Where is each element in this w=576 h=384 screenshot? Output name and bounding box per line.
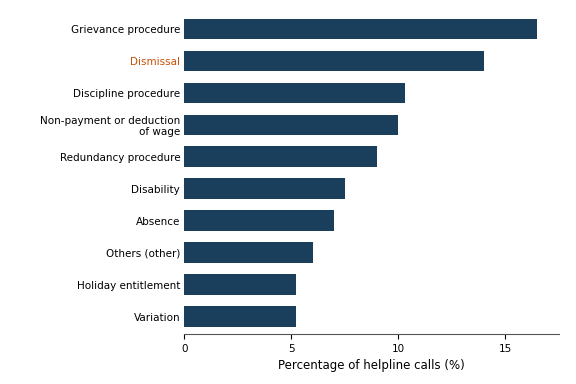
Bar (184, 19, 537, 40)
Bar (184, 306, 295, 327)
Bar (184, 242, 313, 263)
Bar (184, 146, 377, 167)
Bar (184, 210, 334, 231)
X-axis label: Percentage of helpline calls (%): Percentage of helpline calls (%) (278, 359, 465, 372)
Bar (184, 274, 295, 295)
Bar (184, 114, 398, 135)
Bar (184, 83, 405, 103)
Bar (184, 51, 484, 71)
Bar (184, 179, 345, 199)
